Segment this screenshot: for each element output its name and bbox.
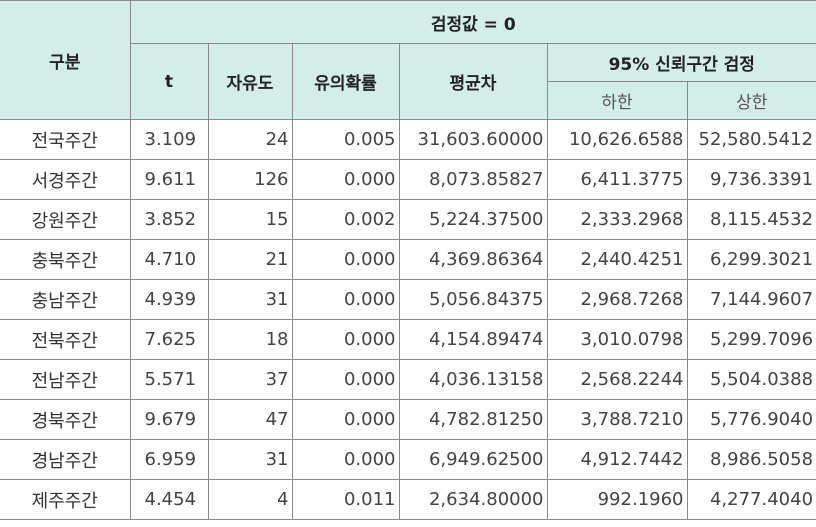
cell-region: 전북주간 [0, 319, 131, 360]
cell-lower: 3,010.0798 [546, 319, 688, 360]
table-row: 전남주간 5.571 37 0.000 4,036.13158 2,568.2244 5,5… [0, 359, 816, 400]
cell-significance: 0.000 [291, 439, 400, 480]
header-upper: 상한 [686, 81, 816, 120]
cell-upper: 52,580.5412 [686, 119, 816, 160]
cell-significance: 0.002 [291, 199, 400, 240]
cell-mean-diff: 4,036.13158 [398, 359, 548, 400]
cell-mean-diff: 31,603.60000 [398, 119, 548, 160]
cell-t: 7.625 [129, 319, 209, 360]
cell-upper: 4,277.4040 [686, 479, 816, 520]
cell-significance: 0.000 [291, 359, 400, 400]
cell-df: 21 [207, 239, 293, 280]
cell-significance: 0.000 [291, 239, 400, 280]
cell-upper: 7,144.9607 [686, 279, 816, 320]
cell-lower: 992.1960 [546, 479, 688, 520]
cell-lower: 2,333.2968 [546, 199, 688, 240]
cell-upper: 5,299.7096 [686, 319, 816, 360]
table-row: 강원주간 3.852 15 0.002 5,224.37500 2,333.2968 8,1… [0, 199, 816, 240]
table-row: 충남주간 4.939 31 0.000 5,056.84375 2,968.7268 7,1… [0, 279, 816, 320]
table-row: 전국주간 3.109 24 0.005 31,603.60000 10,626.6588 5… [0, 119, 816, 160]
cell-t: 4.454 [129, 479, 209, 520]
cell-df: 37 [207, 359, 293, 400]
cell-region: 전남주간 [0, 359, 131, 400]
cell-df: 126 [207, 159, 293, 200]
table-row: 충북주간 4.710 21 0.000 4,369.86364 2,440.4251 6,2… [0, 239, 816, 280]
cell-lower: 3,788.7210 [546, 399, 688, 440]
cell-lower: 10,626.6588 [546, 119, 688, 160]
cell-t: 9.679 [129, 399, 209, 440]
cell-mean-diff: 8,073.85827 [398, 159, 548, 200]
table-row: 경남주간 6.959 31 0.000 6,949.62500 4,912.7442 8,9… [0, 439, 816, 480]
cell-mean-diff: 4,782.81250 [398, 399, 548, 440]
cell-significance: 0.000 [291, 399, 400, 440]
cell-df: 31 [207, 439, 293, 480]
cell-significance: 0.011 [291, 479, 400, 520]
cell-lower: 2,968.7268 [546, 279, 688, 320]
cell-upper: 9,736.3391 [686, 159, 816, 200]
cell-mean-diff: 5,224.37500 [398, 199, 548, 240]
cell-df: 4 [207, 479, 293, 520]
header-mean-diff: 평균차 [398, 43, 548, 120]
cell-region: 제주주간 [0, 479, 131, 520]
cell-df: 47 [207, 399, 293, 440]
cell-df: 15 [207, 199, 293, 240]
cell-df: 31 [207, 279, 293, 320]
table-header: 구분 검정값 = 0 t 자유도 유의확률 평균차 95% 신뢰구간 검정 하한… [0, 0, 816, 120]
cell-upper: 6,299.3021 [686, 239, 816, 280]
cell-upper: 8,115.4532 [686, 199, 816, 240]
cell-t: 3.852 [129, 199, 209, 240]
cell-region: 경남주간 [0, 439, 131, 480]
header-lower: 하한 [546, 81, 688, 120]
cell-mean-diff: 4,369.86364 [398, 239, 548, 280]
cell-significance: 0.005 [291, 119, 400, 160]
cell-t: 4.710 [129, 239, 209, 280]
cell-region: 충북주간 [0, 239, 131, 280]
cell-t: 5.571 [129, 359, 209, 400]
header-test-value: 검정값 = 0 [129, 0, 816, 44]
cell-upper: 5,504.0388 [686, 359, 816, 400]
cell-t: 4.939 [129, 279, 209, 320]
cell-t: 9.611 [129, 159, 209, 200]
cell-lower: 2,440.4251 [546, 239, 688, 280]
cell-upper: 8,986.5058 [686, 439, 816, 480]
cell-region: 경북주간 [0, 399, 131, 440]
table-row: 제주주간 4.454 4 0.011 2,634.80000 992.1960 4,277.… [0, 479, 816, 520]
header-category: 구분 [0, 0, 131, 120]
header-t: t [129, 43, 209, 120]
cell-lower: 2,568.2244 [546, 359, 688, 400]
cell-df: 18 [207, 319, 293, 360]
table-body: 전국주간 3.109 24 0.005 31,603.60000 10,626.6588 5… [0, 119, 816, 520]
table-row: 서경주간 9.611 126 0.000 8,073.85827 6,411.3775 9,… [0, 159, 816, 200]
header-significance: 유의확률 [291, 43, 400, 120]
cell-significance: 0.000 [291, 279, 400, 320]
cell-significance: 0.000 [291, 159, 400, 200]
header-df: 자유도 [207, 43, 293, 120]
cell-region: 충남주간 [0, 279, 131, 320]
cell-t: 3.109 [129, 119, 209, 160]
header-confidence-interval: 95% 신뢰구간 검정 [546, 43, 816, 82]
cell-mean-diff: 5,056.84375 [398, 279, 548, 320]
cell-significance: 0.000 [291, 319, 400, 360]
cell-region: 강원주간 [0, 199, 131, 240]
cell-mean-diff: 6,949.62500 [398, 439, 548, 480]
cell-t: 6.959 [129, 439, 209, 480]
table-row: 전북주간 7.625 18 0.000 4,154.89474 3,010.0798 5,2… [0, 319, 816, 360]
cell-mean-diff: 2,634.80000 [398, 479, 548, 520]
cell-region: 서경주간 [0, 159, 131, 200]
table-row: 경북주간 9.679 47 0.000 4,782.81250 3,788.7210 5,7… [0, 399, 816, 440]
cell-mean-diff: 4,154.89474 [398, 319, 548, 360]
cell-lower: 4,912.7442 [546, 439, 688, 480]
cell-upper: 5,776.9040 [686, 399, 816, 440]
cell-region: 전국주간 [0, 119, 131, 160]
cell-lower: 6,411.3775 [546, 159, 688, 200]
cell-df: 24 [207, 119, 293, 160]
